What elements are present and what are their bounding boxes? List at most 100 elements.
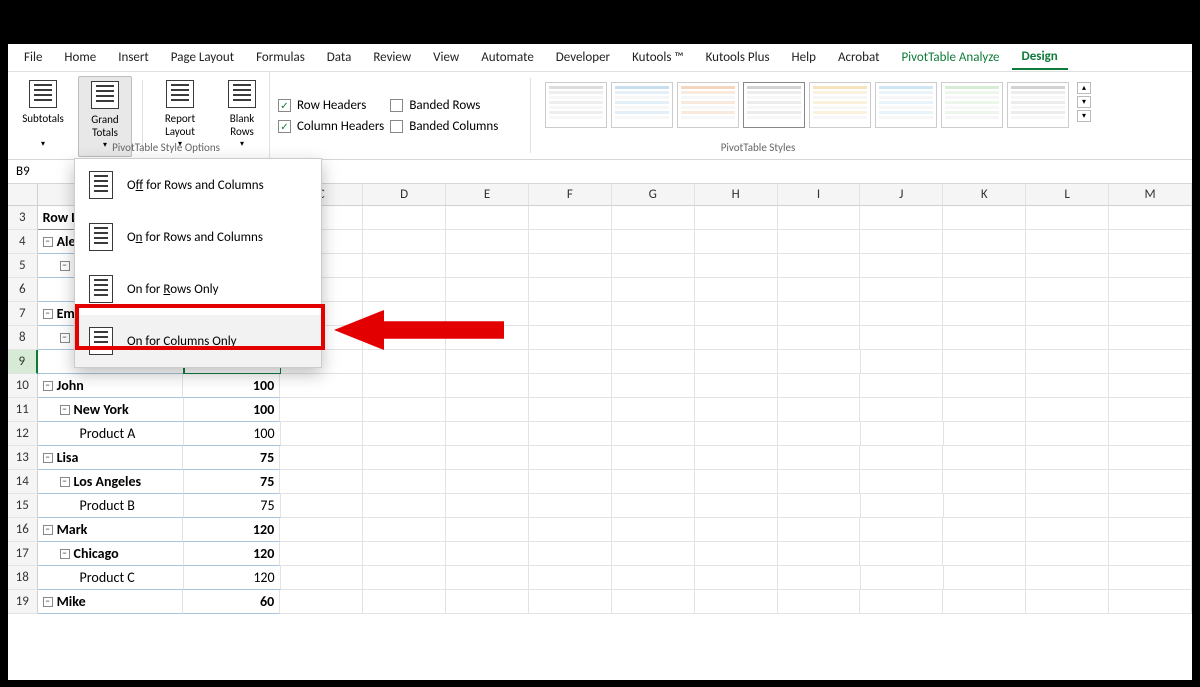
cell[interactable] [612, 398, 695, 422]
cell[interactable] [1109, 542, 1192, 566]
cell[interactable] [280, 446, 363, 470]
cell[interactable] [363, 470, 446, 494]
cell[interactable] [612, 230, 695, 254]
cell[interactable] [860, 230, 943, 254]
cell[interactable] [446, 374, 529, 398]
cell[interactable] [529, 254, 612, 278]
cell[interactable] [1109, 374, 1192, 398]
cell[interactable] [860, 542, 943, 566]
cell[interactable] [281, 494, 364, 518]
cell[interactable] [1026, 350, 1109, 374]
cell[interactable] [446, 254, 529, 278]
cell[interactable] [529, 566, 612, 590]
row-header[interactable]: 16 [8, 518, 38, 542]
cell[interactable] [1026, 374, 1109, 398]
cell[interactable] [280, 542, 363, 566]
cell[interactable]: 100 [183, 374, 280, 398]
cell[interactable] [446, 278, 529, 302]
tab-formulas[interactable]: Formulas [246, 46, 315, 69]
cell[interactable] [446, 422, 529, 446]
row-header[interactable]: 5 [8, 254, 38, 278]
cell[interactable] [363, 518, 446, 542]
cell[interactable] [860, 206, 943, 230]
cell[interactable] [778, 494, 861, 518]
cell[interactable]: 60 [183, 590, 280, 614]
cell[interactable] [1026, 302, 1109, 326]
cell[interactable] [612, 590, 695, 614]
cell[interactable] [529, 326, 612, 350]
cell[interactable] [695, 206, 778, 230]
cell[interactable] [612, 566, 695, 590]
cell[interactable] [860, 590, 943, 614]
cell[interactable]: −John [38, 374, 184, 398]
cell[interactable] [529, 542, 612, 566]
cell[interactable] [446, 398, 529, 422]
cell[interactable] [695, 230, 778, 254]
cell[interactable] [943, 398, 1026, 422]
tab-file[interactable]: File [14, 46, 52, 69]
cell[interactable] [943, 206, 1026, 230]
cell[interactable] [1026, 398, 1109, 422]
cell[interactable] [861, 422, 944, 446]
cell[interactable] [363, 422, 446, 446]
col-header-M[interactable]: M [1109, 184, 1192, 205]
cell[interactable] [612, 494, 695, 518]
col-header-L[interactable]: L [1026, 184, 1109, 205]
row-header[interactable]: 17 [8, 542, 38, 566]
cell[interactable] [363, 446, 446, 470]
cell[interactable] [612, 206, 695, 230]
row-header[interactable]: 4 [8, 230, 38, 254]
cell[interactable] [280, 470, 363, 494]
row-header[interactable]: 7 [8, 302, 38, 326]
tab-help[interactable]: Help [782, 46, 826, 69]
column-headers-checkbox[interactable]: ✓Column Headers [278, 119, 384, 134]
cell[interactable] [1109, 278, 1192, 302]
cell[interactable]: −Mike [38, 590, 184, 614]
cell[interactable] [1109, 494, 1192, 518]
cell[interactable] [943, 446, 1026, 470]
cell[interactable] [1026, 422, 1109, 446]
grand-totals-option-3[interactable]: On for Columns Only [75, 315, 321, 367]
cell[interactable] [695, 566, 778, 590]
cell[interactable]: 100 [184, 398, 281, 422]
cell[interactable]: −Chicago [38, 542, 184, 566]
cell[interactable] [943, 278, 1026, 302]
cell[interactable] [612, 446, 695, 470]
cell[interactable] [860, 374, 943, 398]
cell[interactable]: 75 [184, 494, 281, 518]
cell[interactable] [1026, 566, 1109, 590]
style-scroll-2[interactable]: ▾ [1077, 110, 1091, 122]
banded-columns-checkbox[interactable]: Banded Columns [390, 119, 498, 134]
cell[interactable] [529, 278, 612, 302]
cell[interactable] [529, 590, 612, 614]
cell[interactable]: 100 [184, 422, 281, 446]
tab-home[interactable]: Home [54, 46, 106, 69]
tab-kutools-plus[interactable]: Kutools Plus [696, 46, 780, 69]
cell[interactable] [446, 230, 529, 254]
cell[interactable] [1026, 254, 1109, 278]
style-scroll-1[interactable]: ▾ [1077, 96, 1091, 108]
cell[interactable] [1026, 206, 1109, 230]
cell[interactable] [695, 590, 778, 614]
style-thumb[interactable] [875, 82, 937, 128]
cell[interactable] [778, 446, 861, 470]
col-header-I[interactable]: I [778, 184, 861, 205]
cell[interactable] [612, 542, 695, 566]
cell[interactable] [778, 206, 861, 230]
row-header[interactable]: 13 [8, 446, 38, 470]
tab-design[interactable]: Design [1012, 45, 1068, 70]
cell[interactable]: 120 [184, 542, 281, 566]
style-thumb[interactable] [611, 82, 673, 128]
cell[interactable] [1109, 398, 1192, 422]
cell[interactable] [695, 374, 778, 398]
style-thumb[interactable] [941, 82, 1003, 128]
cell[interactable] [695, 518, 778, 542]
tab-pivottable-analyze[interactable]: PivotTable Analyze [891, 46, 1009, 69]
cell[interactable] [1109, 230, 1192, 254]
col-header-H[interactable]: H [695, 184, 778, 205]
cell[interactable] [944, 422, 1027, 446]
cell[interactable] [860, 254, 943, 278]
tab-page-layout[interactable]: Page Layout [161, 46, 244, 69]
cell[interactable] [612, 326, 695, 350]
cell[interactable] [861, 494, 944, 518]
